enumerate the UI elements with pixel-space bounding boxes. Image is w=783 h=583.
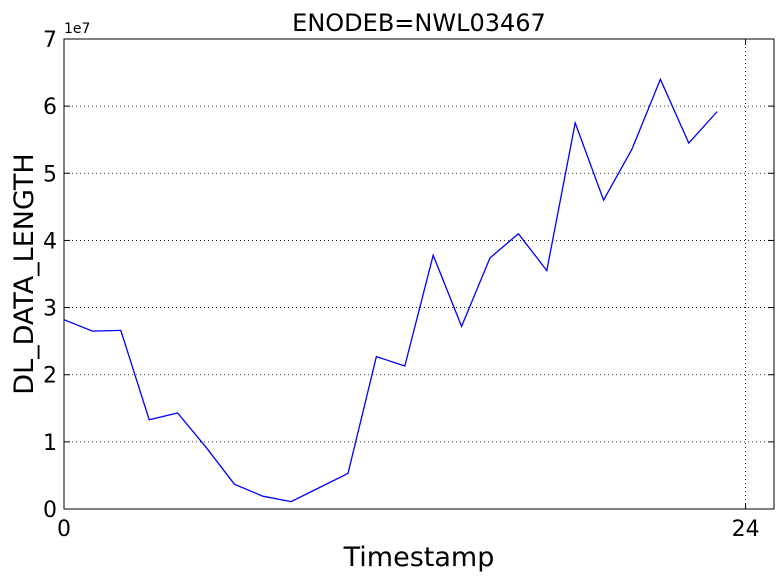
chart-title: ENODEB=NWL03467 bbox=[292, 9, 546, 37]
x-axis-label: Timestamp bbox=[343, 542, 495, 573]
y-tick-label: 4 bbox=[43, 229, 57, 254]
series-line bbox=[63, 77, 718, 503]
x-tick-label: 24 bbox=[732, 517, 760, 542]
grid-lines bbox=[64, 39, 774, 509]
y-axis-exponent: 1e7 bbox=[64, 21, 90, 37]
y-tick-label: 5 bbox=[43, 162, 57, 187]
y-tick-label: 2 bbox=[43, 364, 57, 389]
axis-ticks: 0 1 2 3 4 5 6 7 0 24 bbox=[43, 28, 774, 542]
y-axis-label: DL_DATA_LENGTH bbox=[9, 153, 40, 394]
y-tick-label: 0 bbox=[43, 498, 57, 523]
y-tick-label: 1 bbox=[43, 431, 57, 456]
y-tick-label: 6 bbox=[43, 95, 57, 120]
y-tick-label: 7 bbox=[43, 28, 57, 53]
y-tick-label: 3 bbox=[43, 297, 57, 322]
plot-frame bbox=[63, 38, 775, 510]
x-tick-label: 0 bbox=[57, 517, 71, 542]
